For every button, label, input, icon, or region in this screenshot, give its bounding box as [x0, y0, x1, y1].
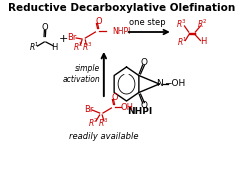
- Text: O: O: [95, 18, 102, 26]
- Text: Reductive Decarboxylative Olefination: Reductive Decarboxylative Olefination: [8, 3, 235, 13]
- Text: simple
activation: simple activation: [63, 64, 100, 84]
- Text: readily available: readily available: [69, 132, 139, 141]
- Text: Br: Br: [84, 105, 93, 114]
- Text: OH: OH: [120, 102, 133, 112]
- Text: $R^1$: $R^1$: [29, 41, 40, 53]
- Text: $R^2$: $R^2$: [198, 18, 208, 30]
- Text: $R^3$: $R^3$: [82, 41, 93, 53]
- Text: −OH: −OH: [164, 80, 185, 88]
- Text: O: O: [112, 92, 118, 101]
- Text: H: H: [51, 43, 58, 51]
- Text: NHPI: NHPI: [112, 26, 130, 36]
- Text: $R^2$: $R^2$: [88, 117, 99, 129]
- Text: Br: Br: [67, 33, 77, 43]
- Text: O: O: [140, 101, 148, 110]
- Text: $R^3$: $R^3$: [176, 18, 187, 30]
- Text: N: N: [156, 80, 163, 88]
- Text: +: +: [59, 34, 68, 44]
- Text: O: O: [140, 58, 148, 67]
- Text: NHPI: NHPI: [127, 107, 153, 116]
- Text: $R^1$: $R^1$: [176, 36, 187, 48]
- Text: $R^2$: $R^2$: [73, 41, 84, 53]
- Text: $R^3$: $R^3$: [98, 117, 109, 129]
- Text: H: H: [200, 37, 206, 46]
- Text: one step: one step: [129, 18, 166, 27]
- Text: O: O: [42, 22, 48, 32]
